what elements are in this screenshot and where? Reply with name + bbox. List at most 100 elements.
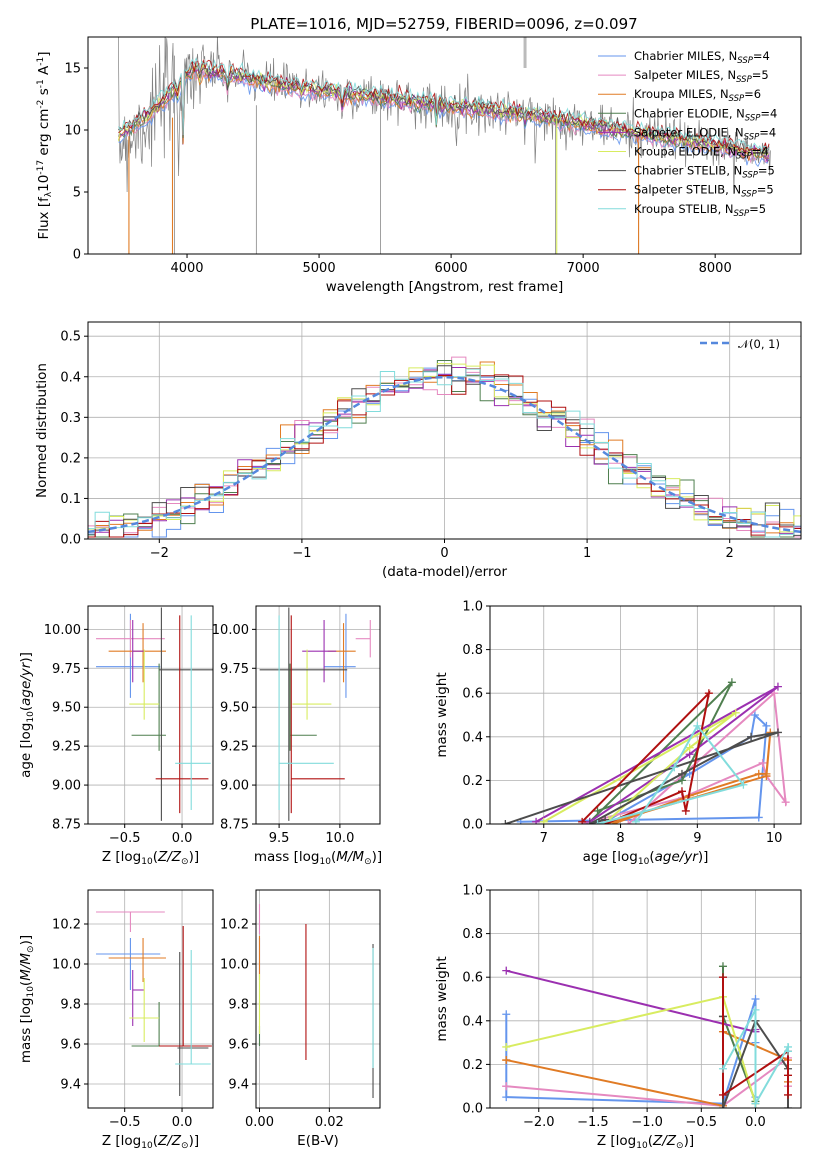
- y-tick-label: 1.0: [462, 600, 483, 615]
- axes-frame: [489, 889, 802, 1109]
- axes-frame: [87, 889, 214, 1109]
- gaussian-curve: [88, 375, 801, 534]
- series-marker: [750, 711, 759, 719]
- series-line-4: [506, 969, 757, 1104]
- errorbar-7: [155, 615, 209, 814]
- series-marker: [693, 721, 702, 730]
- y-tick-label: 0.3: [60, 411, 81, 426]
- x-axis-label: Z [log10​(Z/Z⊙​)]: [597, 1133, 694, 1151]
- errorbar-6: [177, 952, 209, 1096]
- plot-area: [490, 606, 801, 824]
- x-tick-label: 10: [766, 831, 783, 846]
- series-marker: [677, 787, 686, 796]
- x-tick-label: −0.5: [686, 1115, 718, 1130]
- errorbar-4: [132, 970, 145, 1026]
- y-axis-label: age [log10​(age/yr)]: [18, 652, 36, 778]
- y-tick-label: 9.75: [220, 662, 249, 677]
- series-line-0: [505, 998, 757, 1105]
- plot-area: [88, 890, 213, 1108]
- y-tick-label: 10.2: [220, 918, 249, 933]
- y-tick-label: 10: [64, 124, 81, 139]
- series-marker: [727, 678, 736, 687]
- series-marker: [501, 820, 510, 824]
- plot-area: [256, 606, 380, 824]
- errorbar-6: [159, 607, 213, 821]
- y-axis-label: Flux [fλ​10-17​ erg cm-2​ s-1​ A-1​]: [36, 51, 54, 239]
- x-tick-label: 7000: [567, 261, 600, 276]
- series-line-4: [535, 685, 779, 823]
- model-8: [117, 57, 770, 153]
- series-marker: [593, 820, 602, 824]
- errorbar-0: [96, 613, 161, 698]
- series-marker: [783, 1104, 792, 1108]
- x-tick-label: 0.02: [315, 1115, 344, 1130]
- series-marker: [685, 743, 694, 752]
- series-marker: [502, 1010, 511, 1019]
- y-tick-label: 8.75: [52, 818, 81, 833]
- y-tick-label: 9.25: [220, 740, 249, 755]
- series-marker: [718, 962, 727, 971]
- y-tick-label: 0.1: [60, 492, 81, 507]
- axes-frame: [489, 605, 802, 825]
- errorbar-5: [292, 649, 332, 720]
- errorbar-1: [355, 620, 371, 658]
- series-marker: [773, 682, 782, 691]
- errorbar-0: [324, 613, 356, 698]
- y-tick-label: 9.6: [228, 1038, 249, 1053]
- plot-area: [88, 606, 213, 824]
- y-tick-label: 10.2: [52, 918, 81, 933]
- errorbar-4: [302, 620, 337, 683]
- x-tick-label: 7: [540, 831, 548, 846]
- series-marker: [718, 1064, 727, 1073]
- x-tick-label: 1: [583, 546, 591, 561]
- series-marker: [718, 1104, 727, 1108]
- series-marker: [677, 769, 686, 778]
- errorbar-2: [327, 623, 356, 683]
- y-axis-label: mass [log10​(M/M⊙​)]: [18, 935, 36, 1063]
- y-tick-label: 0.4: [462, 1014, 483, 1029]
- y-axis-label: mass weight: [434, 956, 450, 1041]
- legend-entry: Salpeter MILES, NSSP=5: [634, 68, 769, 85]
- panel-residuals: −2 −1 0 1 2 0.0 0.1 0.2 0.3 0.4 0.5 (data-model)/er…: [34, 321, 802, 580]
- series-marker: [773, 728, 782, 737]
- y-tick-label: 9.00: [52, 779, 81, 794]
- histogram-8: [88, 368, 801, 538]
- x-axis-label: wavelength [Angstrom, rest frame]: [326, 279, 564, 295]
- errorbar-1: [96, 620, 165, 658]
- axes-frame: [87, 605, 214, 825]
- errorbar-3: [131, 663, 166, 751]
- series-line-5: [506, 995, 757, 1104]
- x-tick-label: 0.00: [245, 1115, 274, 1130]
- series-marker: [670, 763, 679, 772]
- x-tick-label: 0.0: [172, 1115, 193, 1130]
- y-tick-label: 9.25: [52, 740, 81, 755]
- legend-entry: Chabrier MILES, NSSP=4: [634, 49, 770, 66]
- y-tick-label: 0.2: [462, 774, 483, 789]
- legend-entry: 𝒩(0, 1): [738, 337, 780, 351]
- series-marker: [754, 813, 763, 822]
- series-marker: [585, 820, 594, 824]
- series-line-6: [505, 731, 779, 824]
- series-marker: [783, 1047, 792, 1056]
- series-marker: [502, 1042, 511, 1051]
- errorbar-8: [175, 615, 211, 810]
- axes-frame: [255, 605, 381, 825]
- series-line-7: [581, 690, 711, 824]
- errorbar-8: [175, 950, 211, 1065]
- errorbar-1: [96, 911, 165, 932]
- y-tick-label: 9.4: [228, 1078, 249, 1093]
- x-tick-label: 4000: [170, 261, 203, 276]
- panel-age_vs_Z: −0.5 0.0 8.75 9.00 9.25 9.50 9.75 10.00 Z [log10…: [18, 605, 214, 867]
- x-tick-label: 8000: [699, 261, 732, 276]
- y-tick-label: 10.00: [212, 623, 249, 638]
- panel-weight_vs_age: 7 8 9 10 0.0 0.2 0.4 0.6 0.8 1.0 age [log10​(age/y…: [434, 600, 802, 867]
- series-marker: [783, 1071, 792, 1080]
- errorbar-5: [129, 978, 160, 1042]
- series-marker: [502, 966, 511, 975]
- x-tick-label: 0.0: [745, 1115, 766, 1130]
- legend-entry: Salpeter ELODIE, NSSP=4: [634, 125, 776, 142]
- plot-area: [117, 37, 771, 254]
- panel-age_vs_mass: 9.5 10.0 8.75 9.00 9.25 9.50 9.75 10.00 mass [lo…: [212, 605, 382, 867]
- panel-mass_vs_Z: −0.5 0.0 9.4 9.6 9.8 10.0 10.2 Z [log10​(Z/Z⊙​)…: [18, 889, 214, 1151]
